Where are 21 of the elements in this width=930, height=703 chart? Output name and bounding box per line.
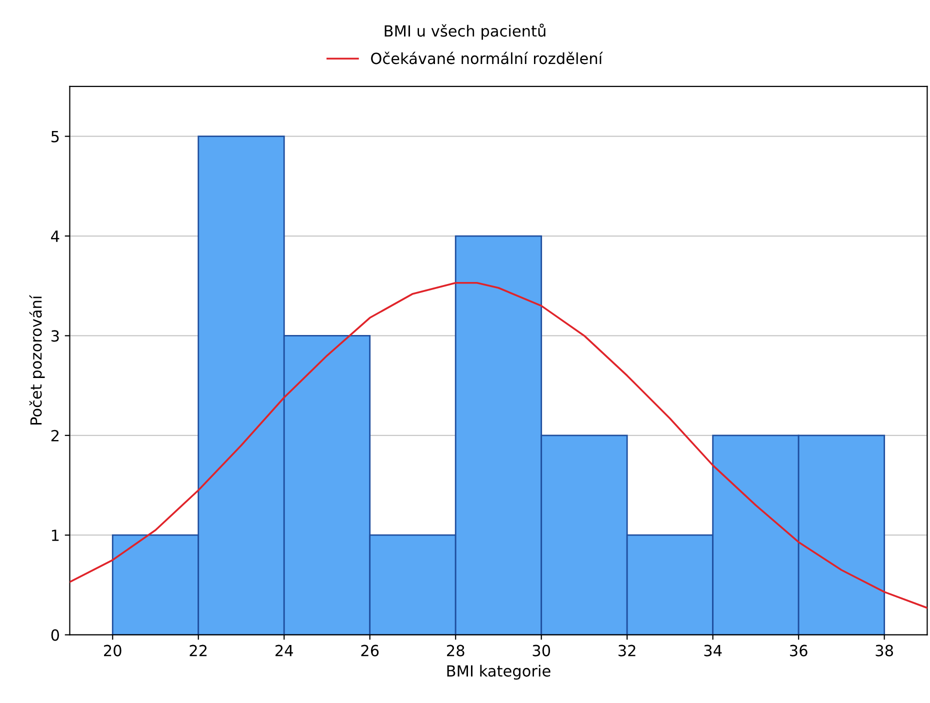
y-tick-label: 5 — [51, 130, 59, 142]
x-axis-title: BMI kategorie — [447, 664, 550, 680]
x-tick-label: 36 — [790, 644, 808, 656]
x-tick-label: 38 — [876, 644, 894, 656]
y-tick-label: 3 — [51, 330, 59, 342]
y-tick-label: 4 — [51, 230, 60, 242]
y-tick-label: 2 — [51, 430, 58, 442]
x-tick-label: 34 — [704, 644, 722, 656]
x-tick-label: 20 — [104, 644, 122, 656]
chart-title: BMI u všech pacientů — [384, 24, 546, 40]
x-tick-label: 28 — [447, 644, 464, 656]
y-tick-label: 0 — [51, 629, 60, 641]
x-tick-label: 26 — [361, 644, 379, 656]
x-tick-label: 30 — [532, 644, 550, 656]
x-tick-label: 32 — [618, 644, 636, 656]
y-axis-title: Počet pozorování — [29, 294, 45, 424]
line-series — [70, 282, 928, 609]
x-tick-label: 24 — [276, 644, 293, 656]
x-tick-label: 22 — [190, 644, 207, 656]
legend-label: Očekávané normální rozdělení — [371, 52, 603, 64]
y-tick-label: 1 — [52, 530, 59, 541]
